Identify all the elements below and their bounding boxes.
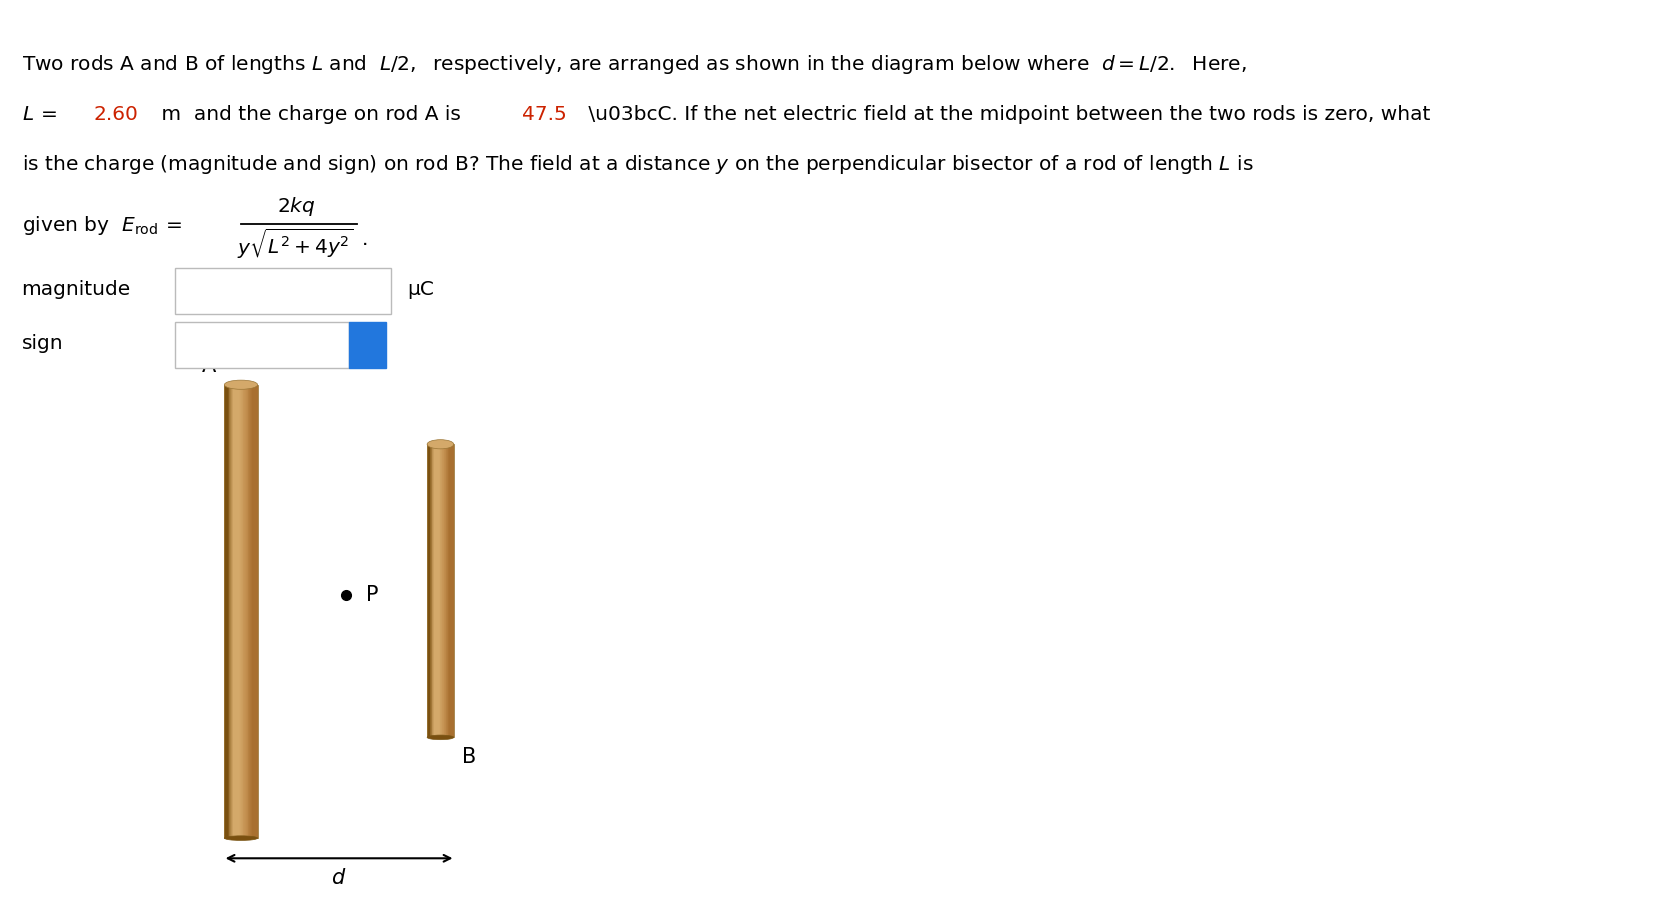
Text: \u03bcC. If the net electric field at the midpoint between the two rods is zero,: \u03bcC. If the net electric field at th… (582, 105, 1429, 124)
Text: m  and the charge on rod A is: m and the charge on rod A is (155, 105, 460, 124)
Ellipse shape (224, 835, 258, 841)
Bar (224, 385, 258, 838)
Text: ---Select---: ---Select--- (191, 334, 278, 353)
Text: A: A (201, 355, 216, 376)
Text: μC: μC (407, 280, 434, 299)
Text: 2.60: 2.60 (93, 105, 138, 124)
Text: is the charge (magnitude and sign) on rod B? The field at a distance $y$ on the : is the charge (magnitude and sign) on ro… (22, 153, 1253, 177)
Text: $d$: $d$ (331, 867, 347, 888)
Text: 47.5: 47.5 (522, 105, 567, 124)
Bar (427, 444, 454, 737)
Text: ▼: ▼ (364, 348, 371, 357)
Text: magnitude: magnitude (22, 280, 131, 299)
Text: .: . (362, 230, 369, 248)
Text: $L\,=$: $L\,=$ (22, 105, 57, 124)
Text: ▲: ▲ (364, 330, 371, 339)
Bar (349, 322, 386, 368)
Text: sign: sign (22, 334, 63, 353)
Text: $y\sqrt{L^2+4y^2}$: $y\sqrt{L^2+4y^2}$ (238, 226, 354, 261)
Bar (175, 322, 349, 368)
Ellipse shape (427, 735, 454, 740)
Bar (175, 268, 391, 314)
Text: P: P (366, 585, 379, 605)
Ellipse shape (427, 440, 454, 449)
Text: B: B (462, 747, 477, 767)
Ellipse shape (224, 380, 258, 389)
Text: Two rods A and B of lengths $L$ and  $L/2,$  respectively, are arranged as shown: Two rods A and B of lengths $L$ and $L/2… (22, 52, 1246, 76)
Text: given by  $E_{\rm rod}\,=$: given by $E_{\rm rod}\,=$ (22, 213, 181, 237)
Text: $2kq$: $2kq$ (276, 194, 316, 218)
